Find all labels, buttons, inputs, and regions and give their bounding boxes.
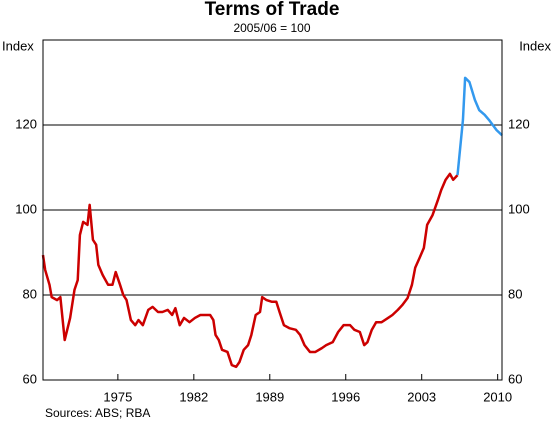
x-tick-label: 1989: [255, 389, 284, 404]
data-line: [456, 76, 503, 176]
chart-title: Terms of Trade: [205, 0, 340, 20]
y2-tick-label: 60: [508, 371, 522, 386]
plot-frame: [42, 39, 503, 381]
y-tick-label: 120: [15, 116, 37, 131]
y2-tick-label: 80: [508, 286, 522, 301]
y2-tick-label: 120: [508, 116, 530, 131]
y-tick-label: 100: [15, 201, 37, 216]
y2-axis-label: Index: [519, 38, 551, 53]
x-tick-label: 2003: [407, 389, 436, 404]
y-tick-label: 60: [23, 371, 37, 386]
y-tick-label: 80: [23, 286, 37, 301]
x-tick-label: 1982: [179, 389, 208, 404]
chart-subtitle: 2005/06 = 100: [233, 21, 310, 35]
x-tick-label: 1996: [331, 389, 360, 404]
y-axis-label: Index: [2, 38, 34, 53]
x-tick-label: 2010: [483, 389, 512, 404]
x-tick-label: 1975: [103, 389, 132, 404]
data-line: [41, 172, 459, 369]
source-note: Sources: ABS; RBA: [45, 406, 150, 420]
y2-tick-label: 100: [508, 201, 530, 216]
